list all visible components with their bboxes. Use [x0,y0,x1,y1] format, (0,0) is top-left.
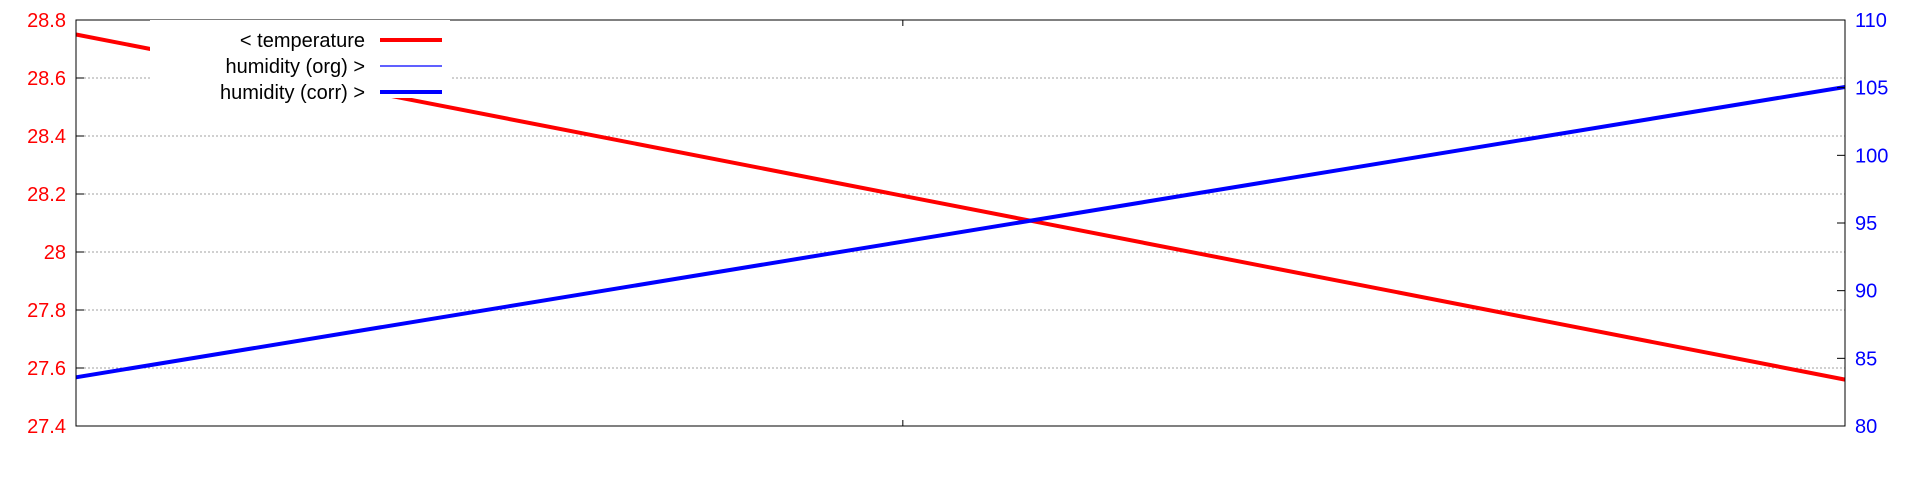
left-y-axis-tick-labels: 27.4 27.6 27.8 28 28.2 28.4 28.6 28.8 [27,10,66,438]
left-y-tick-label: 28.6 [27,68,66,90]
left-y-tick-label: 27.4 [27,416,66,438]
right-y-tick-label: 85 [1855,348,1877,370]
left-y-tick-label: 28.2 [27,184,66,206]
legend-background [150,20,450,98]
legend-label: < temperature [240,30,365,52]
axis-ticks [76,19,1845,427]
right-y-tick-label: 105 [1855,78,1888,100]
right-y-axis-tick-labels: 80 85 90 95 100 105 110 [1855,10,1888,438]
grid-lines [76,77,1845,369]
series-line-2 [75,85,1846,380]
right-y-tick-label: 95 [1855,213,1877,235]
legend-label: humidity (corr) > [220,82,365,104]
left-y-tick-label: 28 [44,242,66,264]
legend: < temperature humidity (org) > humidity (c… [150,20,450,104]
right-y-tick-label: 80 [1855,416,1877,438]
legend-label: humidity (org) > [226,56,366,78]
right-y-tick-label: 110 [1855,10,1887,32]
left-y-tick-label: 28.4 [27,126,66,148]
left-y-tick-label: 27.8 [27,300,66,322]
left-y-tick-label: 28.8 [27,10,66,32]
right-y-tick-label: 100 [1855,145,1888,167]
left-y-tick-label: 27.6 [27,358,66,380]
right-y-tick-label: 90 [1855,281,1877,303]
